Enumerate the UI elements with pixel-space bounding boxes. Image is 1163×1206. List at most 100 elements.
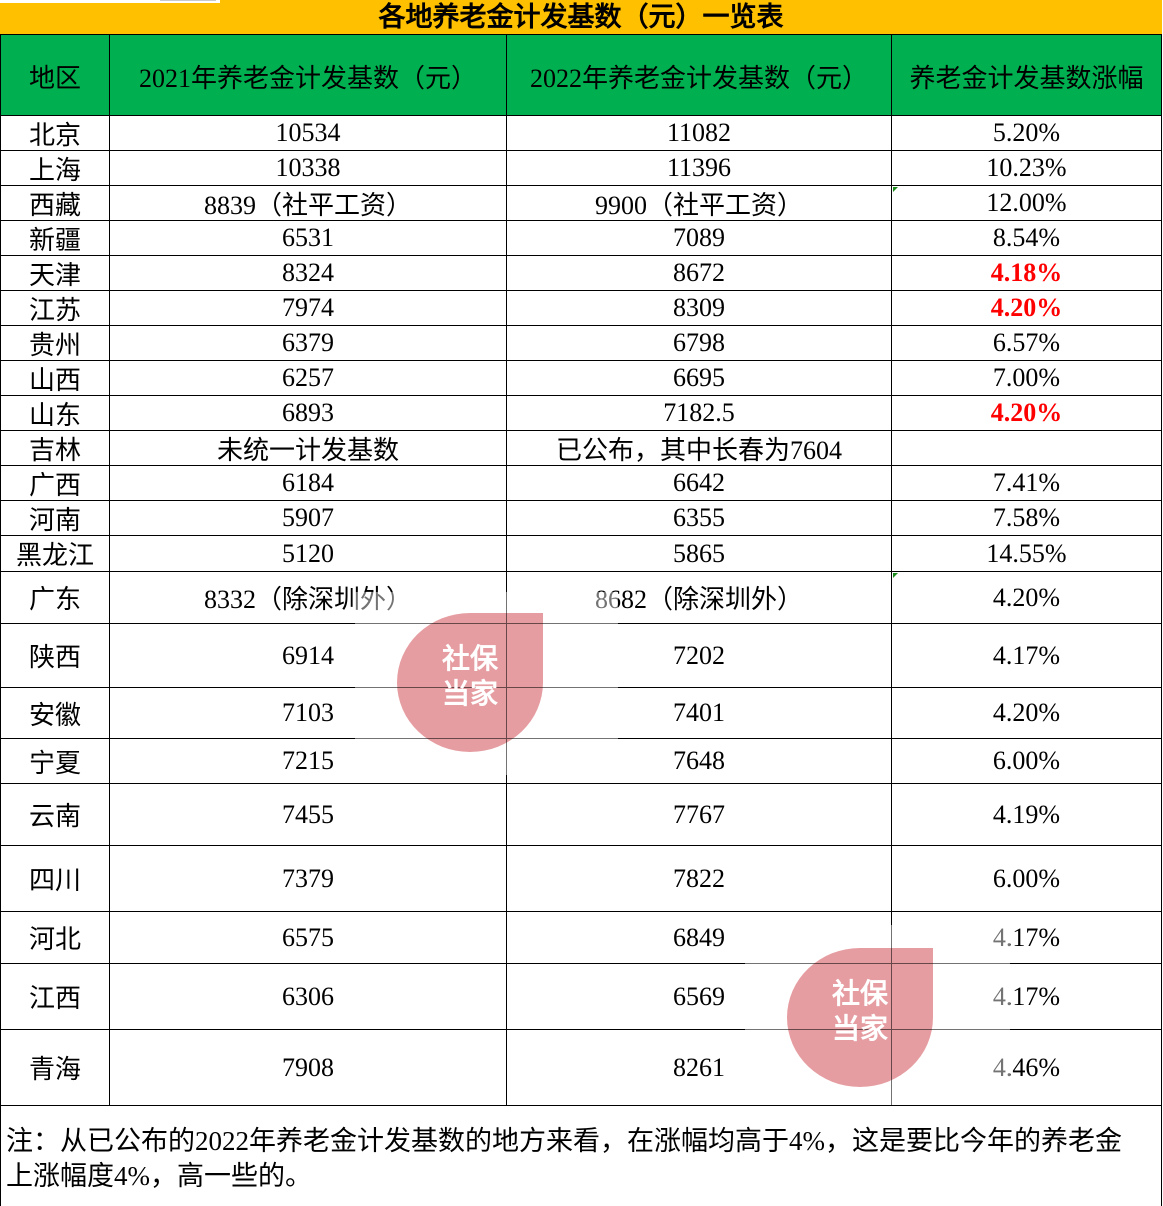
header-base-2022: 2022年养老金计发基数（元） <box>507 35 892 116</box>
base-2022-cell: 6642 <box>507 466 892 501</box>
base-2022-cell: 5865 <box>507 536 892 572</box>
base-2021-cell: 7974 <box>110 291 507 326</box>
growth-cell: 4.20% <box>892 572 1162 624</box>
table-row: 宁夏 7215 7648 6.00% <box>0 739 1162 784</box>
growth-cell: 4.20% <box>892 688 1162 739</box>
top-edge-strip <box>0 0 220 3</box>
base-2022-cell: 8672 <box>507 256 892 291</box>
growth-cell: 4.46% <box>892 1030 1162 1106</box>
base-2021-cell: 10534 <box>110 116 507 151</box>
growth-cell: 5.20% <box>892 116 1162 151</box>
base-2022-cell: 6355 <box>507 501 892 536</box>
growth-cell: 6.00% <box>892 739 1162 784</box>
watermark-text: 社保 当家 <box>787 976 933 1046</box>
base-2022-cell: 8682（除深圳外） <box>507 572 892 624</box>
base-2021-cell: 7908 <box>110 1030 507 1106</box>
region-cell: 江苏 <box>0 291 110 326</box>
table-title: 各地养老金计发基数（元）一览表 <box>0 0 1162 35</box>
base-2022-cell: 7401 <box>507 688 892 739</box>
footnote-line-2: 上涨幅度4%，高一些的。 <box>6 1161 312 1191</box>
base-2022-cell: 11082 <box>507 116 892 151</box>
base-2021-cell: 6184 <box>110 466 507 501</box>
growth-cell: 12.00% <box>892 186 1162 221</box>
base-2021-cell: 6893 <box>110 396 507 431</box>
table-row: 广西 6184 6642 7.41% <box>0 466 1162 501</box>
region-cell: 河北 <box>0 912 110 964</box>
growth-cell: 14.55% <box>892 536 1162 572</box>
region-cell: 宁夏 <box>0 739 110 784</box>
region-cell: 安徽 <box>0 688 110 739</box>
table-row: 山东 6893 7182.5 4.20% <box>0 396 1162 431</box>
table-row: 西藏 8839（社平工资） 9900（社平工资） 12.00% <box>0 186 1162 221</box>
region-cell: 广西 <box>0 466 110 501</box>
growth-cell: 7.41% <box>892 466 1162 501</box>
region-cell: 黑龙江 <box>0 536 110 572</box>
region-cell: 四川 <box>0 846 110 912</box>
base-2021-cell: 未统一计发基数 <box>110 431 507 466</box>
base-2021-cell: 8332（除深圳外） <box>110 572 507 624</box>
table-row: 北京 10534 11082 5.20% <box>0 116 1162 151</box>
growth-cell-highlighted: 4.18% <box>892 256 1162 291</box>
table-row: 云南 7455 7767 4.19% <box>0 784 1162 846</box>
growth-cell: 7.00% <box>892 361 1162 396</box>
table-row: 四川 7379 7822 6.00% <box>0 846 1162 912</box>
watermark-badge-icon <box>787 948 933 1087</box>
growth-cell: 6.57% <box>892 326 1162 361</box>
base-2021-cell: 5120 <box>110 536 507 572</box>
header-growth: 养老金计发基数涨幅 <box>892 35 1162 116</box>
base-2021-cell: 5907 <box>110 501 507 536</box>
region-cell: 广东 <box>0 572 110 624</box>
region-cell: 山东 <box>0 396 110 431</box>
watermark-line-2: 当家 <box>441 677 498 710</box>
header-region: 地区 <box>0 35 110 116</box>
base-2021-cell: 7379 <box>110 846 507 912</box>
growth-cell: 4.19% <box>892 784 1162 846</box>
region-cell: 青海 <box>0 1030 110 1106</box>
base-2022-cell: 6798 <box>507 326 892 361</box>
table-row: 河南 5907 6355 7.58% <box>0 501 1162 536</box>
table-row: 江苏 7974 8309 4.20% <box>0 291 1162 326</box>
watermark-text: 社保 当家 <box>397 641 543 711</box>
growth-cell: 8.54% <box>892 221 1162 256</box>
watermark-badge-icon <box>397 613 543 752</box>
table-row: 贵州 6379 6798 6.57% <box>0 326 1162 361</box>
table-row: 河北 6575 6849 4.17% <box>0 912 1162 964</box>
region-cell: 新疆 <box>0 221 110 256</box>
footnote-line-1: 注：从已公布的2022年养老金计发基数的地方来看，在涨幅均高于4%，这是要比今年… <box>6 1126 1122 1156</box>
region-cell: 云南 <box>0 784 110 846</box>
growth-cell: 4.17% <box>892 912 1162 964</box>
table-row: 新疆 6531 7089 8.54% <box>0 221 1162 256</box>
table-row: 广东 8332（除深圳外） 8682（除深圳外） 4.20% <box>0 572 1162 624</box>
region-cell: 北京 <box>0 116 110 151</box>
table-footnote: 注：从已公布的2022年养老金计发基数的地方来看，在涨幅均高于4%，这是要比今年… <box>0 1106 1162 1206</box>
watermark-line-1: 社保 <box>441 642 498 675</box>
top-edge-fragment <box>160 0 216 1</box>
base-2022-cell: 7202 <box>507 624 892 688</box>
region-cell: 陕西 <box>0 624 110 688</box>
base-2021-cell: 6306 <box>110 964 507 1030</box>
base-2022-cell: 11396 <box>507 151 892 186</box>
region-cell: 西藏 <box>0 186 110 221</box>
table-row: 山西 6257 6695 7.00% <box>0 361 1162 396</box>
table-row: 天津 8324 8672 4.18% <box>0 256 1162 291</box>
region-cell: 山西 <box>0 361 110 396</box>
region-cell: 河南 <box>0 501 110 536</box>
region-cell: 江西 <box>0 964 110 1030</box>
region-cell: 天津 <box>0 256 110 291</box>
region-cell: 上海 <box>0 151 110 186</box>
base-2021-cell: 6575 <box>110 912 507 964</box>
base-2022-cell: 7822 <box>507 846 892 912</box>
base-2021-cell: 6379 <box>110 326 507 361</box>
base-2022-cell: 7182.5 <box>507 396 892 431</box>
base-2021-cell: 8324 <box>110 256 507 291</box>
cell-error-indicator-icon <box>893 187 898 192</box>
growth-cell: 4.17% <box>892 624 1162 688</box>
base-2022-cell: 6695 <box>507 361 892 396</box>
growth-cell: 7.58% <box>892 501 1162 536</box>
growth-cell <box>892 431 1162 466</box>
base-2022-cell: 已公布，其中长春为7604 <box>507 431 892 466</box>
base-2022-cell: 7767 <box>507 784 892 846</box>
base-2021-cell: 6257 <box>110 361 507 396</box>
growth-cell-highlighted: 4.20% <box>892 396 1162 431</box>
